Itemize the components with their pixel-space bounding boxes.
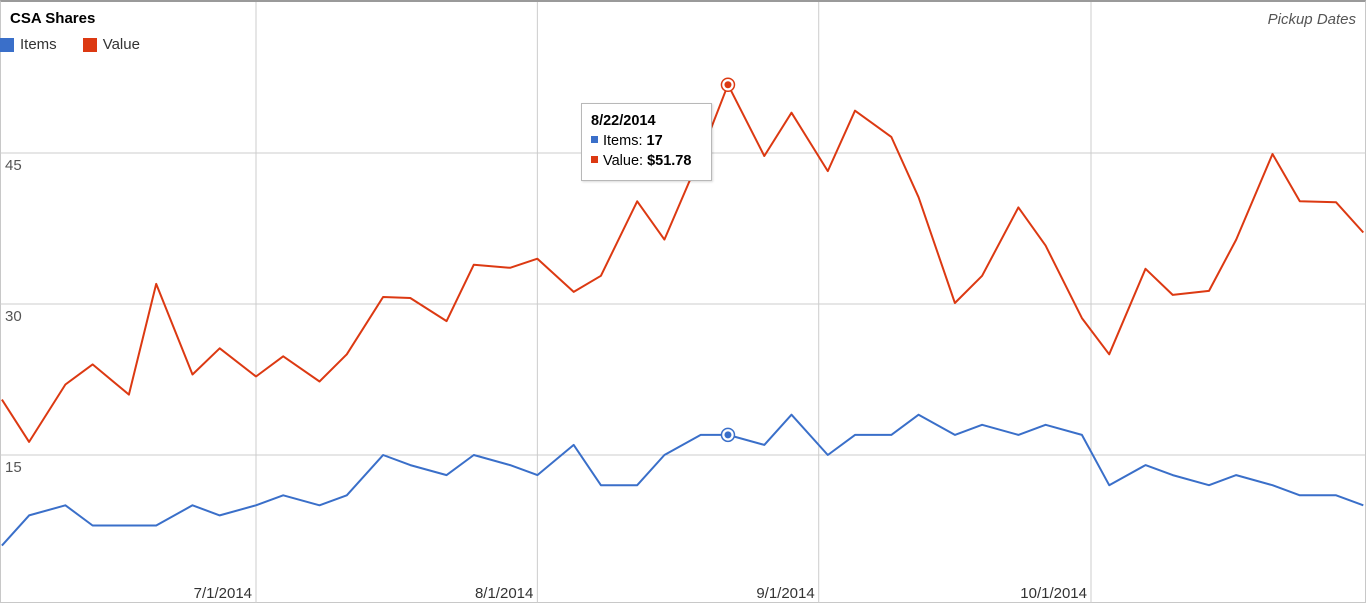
y-tick-label-30: 30 — [5, 308, 22, 325]
legend-swatch-value — [82, 37, 97, 52]
tooltip-value-value: $51.78 — [647, 153, 692, 169]
tooltip-date: 8/22/2014 — [591, 113, 656, 129]
x-tick-label-0: 7/1/2014 — [194, 585, 252, 602]
chart-legend: Items Value — [0, 36, 140, 53]
chart-subtitle: Pickup Dates — [1267, 11, 1356, 28]
tooltip-items-value: 17 — [646, 133, 663, 149]
hover-marker-dot-value — [724, 81, 732, 89]
legend-label-items: Items — [20, 36, 57, 53]
x-tick-label-1: 8/1/2014 — [475, 585, 533, 602]
tooltip-value-row: Value: $51.78 — [591, 153, 711, 169]
legend-item-value[interactable]: Value — [82, 36, 140, 53]
tooltip-items-row: Items: 17 — [591, 133, 711, 149]
y-tick-label-15: 15 — [5, 459, 22, 476]
legend-label-value: Value — [102, 36, 140, 53]
series-line-value — [1, 83, 1365, 443]
series-lines — [1, 83, 1365, 547]
x-tick-label-3: 10/1/2014 — [1020, 585, 1087, 602]
chart-title: CSA Shares — [10, 10, 96, 27]
legend-swatch-items — [0, 37, 14, 52]
tooltip-value-label: Value: — [603, 153, 644, 169]
y-tick-label-45: 45 — [5, 157, 22, 174]
data-tooltip: 8/22/2014 Items: 17 Value: $51.78 — [581, 103, 712, 181]
axis-ticks: 15 30 45 7/1/2014 8/1/2014 9/1/2014 10/1/2014 — [5, 157, 1087, 602]
hover-markers — [720, 77, 736, 443]
series-line-items — [1, 413, 1364, 547]
tooltip-value-swatch — [591, 156, 598, 163]
hover-marker-dot-items — [724, 431, 732, 439]
tooltip-items-label: Items: — [603, 133, 643, 149]
tooltip-items-swatch — [591, 136, 598, 143]
legend-item-items[interactable]: Items — [0, 36, 57, 53]
x-tick-label-2: 9/1/2014 — [756, 585, 814, 602]
